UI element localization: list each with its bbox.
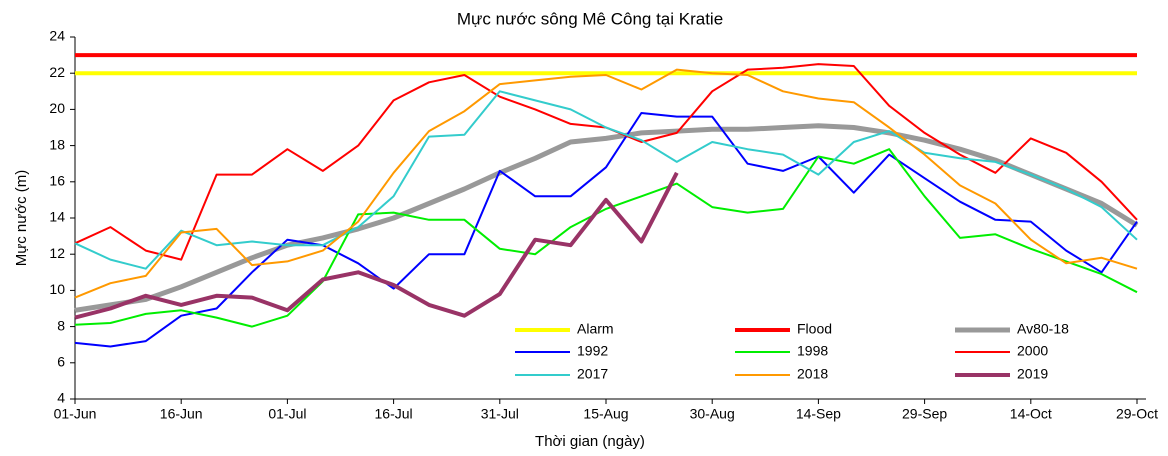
y-tick-label: 16 — [49, 173, 65, 189]
x-tick-label: 14-Sep — [796, 406, 841, 422]
x-tick-label: 31-Jul — [481, 406, 519, 422]
y-tick-label: 20 — [49, 100, 65, 116]
y-tick-label: 8 — [57, 317, 65, 333]
legend-label: 2019 — [1017, 366, 1048, 382]
x-tick-label: 30-Aug — [690, 406, 735, 422]
y-tick-label: 18 — [49, 136, 65, 152]
chart-title: Mực nước sông Mê Công tại Kratie — [457, 9, 723, 28]
y-tick-label: 12 — [49, 245, 65, 261]
series-line — [74, 63, 1138, 261]
legend-label: Av80-18 — [1017, 321, 1069, 337]
x-tick-label: 29-Oct — [1116, 406, 1158, 422]
legend-label: 2000 — [1017, 343, 1048, 359]
x-tick-label: 01-Jul — [268, 406, 306, 422]
legend-label: Flood — [797, 321, 832, 337]
legend-label: 1992 — [577, 343, 608, 359]
legend-label: 1998 — [797, 343, 828, 359]
y-tick-label: 22 — [49, 64, 65, 80]
legend-label: 2017 — [577, 366, 608, 382]
x-tick-label: 15-Aug — [583, 406, 628, 422]
y-tick-label: 10 — [49, 281, 65, 297]
legend-label: 2018 — [797, 366, 828, 382]
x-tick-label: 14-Oct — [1010, 406, 1052, 422]
x-tick-label: 16-Jun — [160, 406, 203, 422]
series-line — [74, 90, 1138, 270]
y-tick-label: 4 — [57, 390, 65, 406]
x-tick-label: 29-Sep — [902, 406, 947, 422]
series-line — [74, 148, 1138, 328]
series-line — [74, 171, 679, 320]
series-line — [74, 112, 1138, 348]
series-line — [74, 123, 1139, 313]
series-line — [74, 68, 1138, 299]
x-axis-label: Thời gian (ngày) — [535, 433, 645, 450]
y-tick-label: 6 — [57, 354, 65, 370]
y-axis-label: Mực nước (m) — [13, 170, 30, 267]
legend-label: Alarm — [577, 321, 614, 337]
x-tick-label: 01-Jun — [54, 406, 97, 422]
y-tick-label: 24 — [49, 28, 65, 44]
y-tick-label: 14 — [49, 209, 65, 225]
x-tick-label: 16-Jul — [375, 406, 413, 422]
